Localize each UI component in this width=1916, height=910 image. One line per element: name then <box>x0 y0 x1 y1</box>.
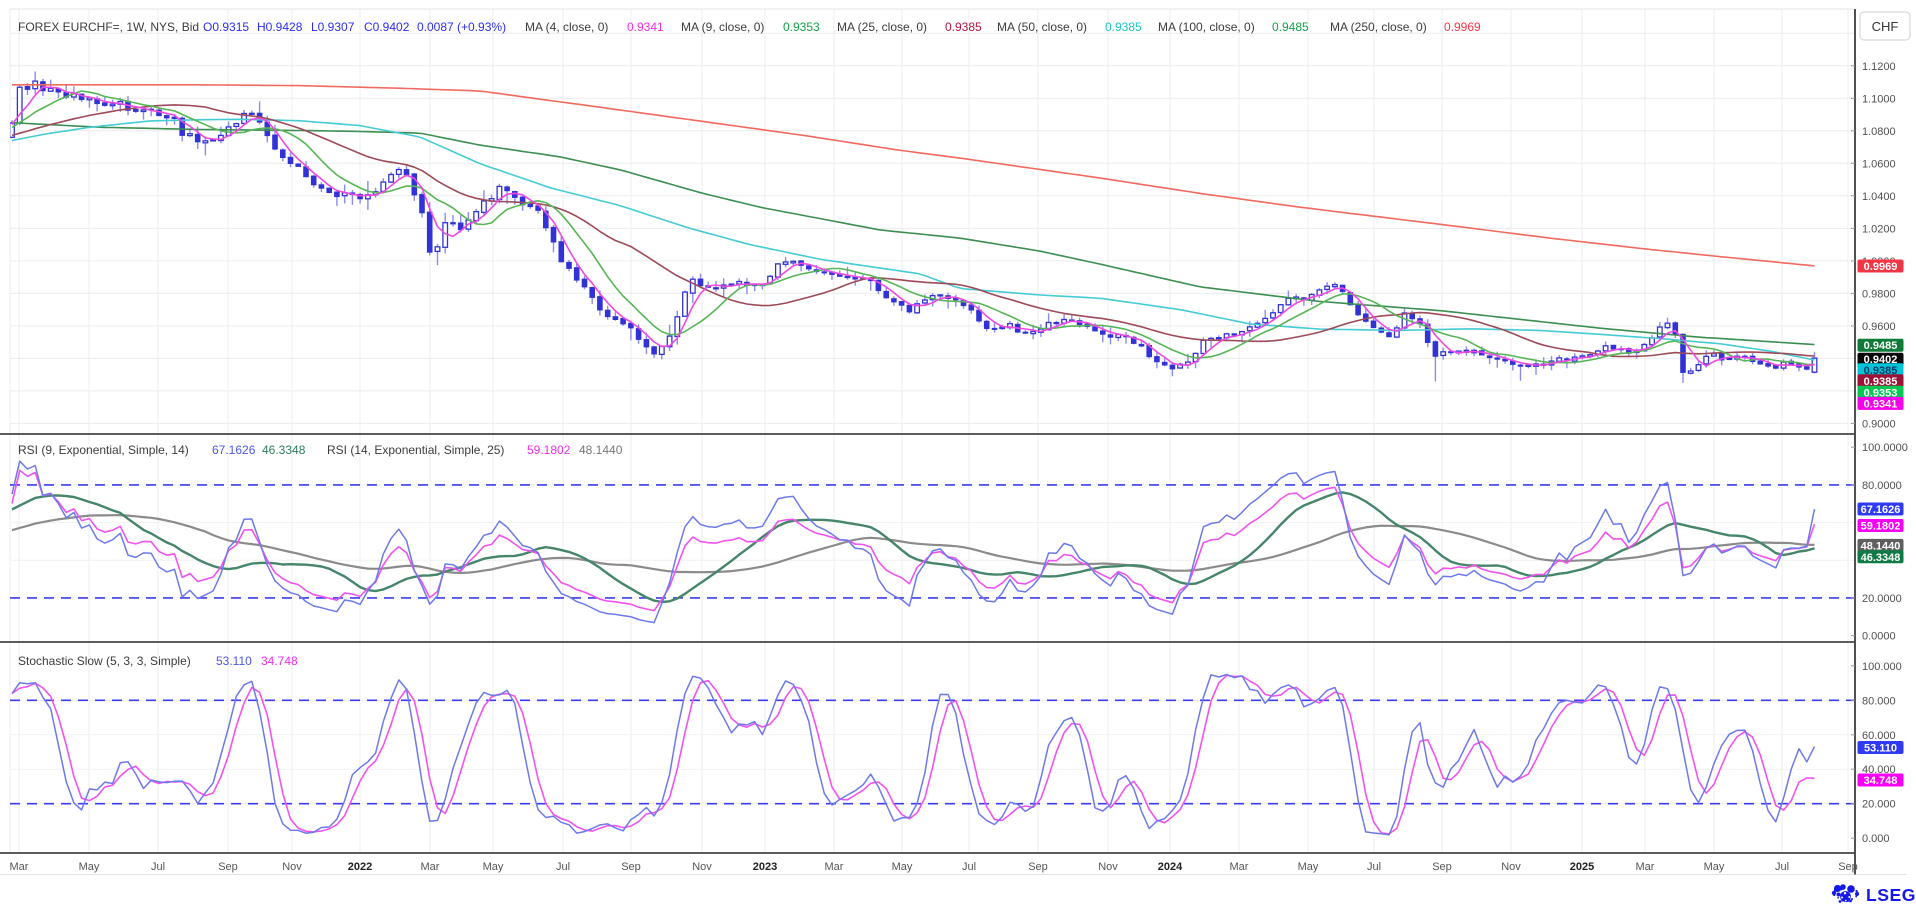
svg-text:40.000: 40.000 <box>1862 764 1896 776</box>
svg-text:0.9385: 0.9385 <box>1864 365 1898 377</box>
svg-text:May: May <box>1298 861 1319 873</box>
svg-text:59.1802: 59.1802 <box>1861 521 1901 533</box>
svg-text:O0.9315: O0.9315 <box>203 20 249 34</box>
svg-text:LSEG: LSEG <box>1866 885 1916 905</box>
svg-text:Mar: Mar <box>421 861 440 873</box>
svg-text:MA (100, close, 0): MA (100, close, 0) <box>1158 20 1255 34</box>
svg-text:2025: 2025 <box>1570 861 1594 873</box>
svg-text:20.0000: 20.0000 <box>1862 593 1902 605</box>
svg-text:Jul: Jul <box>151 861 165 873</box>
svg-text:1.1200: 1.1200 <box>1862 61 1896 73</box>
svg-text:0.9600: 0.9600 <box>1862 321 1896 333</box>
svg-text:53.110: 53.110 <box>216 654 252 668</box>
svg-text:100.0000: 100.0000 <box>1862 442 1908 454</box>
svg-text:2022: 2022 <box>348 861 372 873</box>
svg-text:MA (9, close, 0): MA (9, close, 0) <box>681 20 764 34</box>
svg-text:May: May <box>892 861 913 873</box>
svg-text:Sep: Sep <box>1028 861 1048 873</box>
svg-text:Nov: Nov <box>1098 861 1118 873</box>
svg-text:Nov: Nov <box>692 861 712 873</box>
svg-text:Jul: Jul <box>962 861 976 873</box>
svg-text:Jul: Jul <box>556 861 570 873</box>
svg-text:48.1440: 48.1440 <box>1861 540 1901 552</box>
svg-text:MA (50, close, 0): MA (50, close, 0) <box>997 20 1087 34</box>
svg-text:Jul: Jul <box>1775 861 1789 873</box>
svg-text:1.0400: 1.0400 <box>1862 191 1896 203</box>
svg-text:May: May <box>79 861 100 873</box>
svg-text:0.0087 (+0.93%): 0.0087 (+0.93%) <box>417 20 506 34</box>
svg-text:0.9969: 0.9969 <box>1864 261 1898 273</box>
svg-text:0.9385: 0.9385 <box>945 20 982 34</box>
svg-text:MA (250, close, 0): MA (250, close, 0) <box>1330 20 1427 34</box>
svg-text:2023: 2023 <box>753 861 777 873</box>
svg-text:FOREX EURCHF=, 1W, NYS, Bid: FOREX EURCHF=, 1W, NYS, Bid <box>18 20 199 34</box>
svg-text:0.9341: 0.9341 <box>1864 398 1898 410</box>
svg-text:CHF: CHF <box>1872 19 1899 34</box>
svg-text:Sep: Sep <box>1432 861 1452 873</box>
svg-text:80.0000: 80.0000 <box>1862 480 1902 492</box>
svg-text:RSI (9, Exponential, Simple, 1: RSI (9, Exponential, Simple, 14) <box>18 443 189 457</box>
svg-text:0.9353: 0.9353 <box>783 20 820 34</box>
svg-text:0.9341: 0.9341 <box>627 20 664 34</box>
svg-text:1.0600: 1.0600 <box>1862 158 1896 170</box>
svg-text:0.9969: 0.9969 <box>1444 20 1481 34</box>
svg-text:46.3348: 46.3348 <box>1861 552 1901 564</box>
svg-text:0.9485: 0.9485 <box>1272 20 1309 34</box>
svg-text:Stochastic Slow (5, 3, 3, Simp: Stochastic Slow (5, 3, 3, Simple) <box>18 654 191 668</box>
svg-text:0.9385: 0.9385 <box>1105 20 1142 34</box>
svg-text:34.748: 34.748 <box>261 654 298 668</box>
svg-text:Jul: Jul <box>1367 861 1381 873</box>
svg-text:1.0200: 1.0200 <box>1862 223 1896 235</box>
svg-text:May: May <box>483 861 504 873</box>
svg-text:0.0000: 0.0000 <box>1862 631 1896 643</box>
svg-text:2024: 2024 <box>1158 861 1183 873</box>
svg-text:1.0800: 1.0800 <box>1862 126 1896 138</box>
svg-text:Sep: Sep <box>621 861 641 873</box>
svg-text:Nov: Nov <box>282 861 302 873</box>
svg-text:67.1626: 67.1626 <box>1861 504 1901 516</box>
svg-text:0.9800: 0.9800 <box>1862 288 1896 300</box>
svg-text:Mar: Mar <box>10 861 29 873</box>
svg-text:80.000: 80.000 <box>1862 695 1896 707</box>
svg-text:48.1440: 48.1440 <box>579 443 623 457</box>
svg-text:Nov: Nov <box>1501 861 1521 873</box>
svg-text:Mar: Mar <box>1636 861 1655 873</box>
svg-text:Mar: Mar <box>1230 861 1249 873</box>
svg-text:H0.9428: H0.9428 <box>257 20 303 34</box>
svg-text:0.9402: 0.9402 <box>1864 354 1898 366</box>
svg-text:100.000: 100.000 <box>1862 661 1902 673</box>
svg-text:20.000: 20.000 <box>1862 799 1896 811</box>
svg-text:Sep: Sep <box>1838 861 1858 873</box>
svg-text:MA (4, close, 0): MA (4, close, 0) <box>525 20 608 34</box>
svg-text:Sep: Sep <box>218 861 238 873</box>
svg-text:1.1000: 1.1000 <box>1862 93 1896 105</box>
svg-text:59.1802: 59.1802 <box>527 443 571 457</box>
svg-text:60.000: 60.000 <box>1862 730 1896 742</box>
svg-text:0.9000: 0.9000 <box>1862 418 1896 430</box>
svg-text:May: May <box>1704 861 1725 873</box>
svg-text:Mar: Mar <box>825 861 844 873</box>
svg-text:0.9485: 0.9485 <box>1864 340 1898 352</box>
svg-text:34.748: 34.748 <box>1864 775 1898 787</box>
svg-text:0.9353: 0.9353 <box>1864 387 1898 399</box>
svg-text:67.1626: 67.1626 <box>212 443 256 457</box>
svg-text:0.000: 0.000 <box>1862 833 1890 845</box>
svg-text:MA (25, close, 0): MA (25, close, 0) <box>837 20 927 34</box>
svg-text:46.3348: 46.3348 <box>262 443 306 457</box>
svg-text:RSI (14, Exponential, Simple,: RSI (14, Exponential, Simple, 25) <box>327 443 504 457</box>
svg-text:C0.9402: C0.9402 <box>364 20 410 34</box>
svg-text:53.110: 53.110 <box>1864 743 1897 755</box>
svg-text:0.9385: 0.9385 <box>1864 376 1898 388</box>
svg-text:L0.9307: L0.9307 <box>311 20 355 34</box>
